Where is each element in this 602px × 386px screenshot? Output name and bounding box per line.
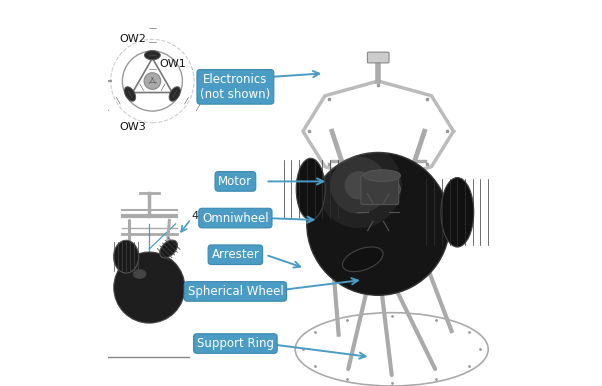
- Text: Spherical Wheel: Spherical Wheel: [187, 285, 284, 298]
- Text: Motor: Motor: [219, 175, 252, 188]
- Circle shape: [330, 157, 388, 214]
- Ellipse shape: [144, 51, 160, 60]
- Ellipse shape: [114, 240, 138, 273]
- Ellipse shape: [441, 178, 474, 247]
- Ellipse shape: [343, 247, 383, 272]
- Text: OW2: OW2: [120, 34, 146, 44]
- Circle shape: [144, 73, 161, 90]
- Circle shape: [114, 252, 185, 323]
- Text: Electronics
(not shown): Electronics (not shown): [200, 73, 270, 101]
- FancyBboxPatch shape: [367, 52, 389, 63]
- Ellipse shape: [364, 178, 400, 200]
- Circle shape: [316, 142, 402, 228]
- Ellipse shape: [125, 87, 135, 101]
- Text: Omniwheel: Omniwheel: [202, 212, 268, 225]
- Text: OW1: OW1: [160, 59, 186, 69]
- Text: Support Ring: Support Ring: [197, 337, 274, 350]
- Circle shape: [344, 171, 373, 200]
- Ellipse shape: [364, 170, 400, 181]
- Ellipse shape: [169, 87, 181, 101]
- FancyBboxPatch shape: [361, 176, 399, 205]
- Ellipse shape: [133, 269, 146, 279]
- Ellipse shape: [160, 240, 178, 258]
- Text: Arrester: Arrester: [211, 248, 259, 261]
- Circle shape: [307, 152, 450, 295]
- Text: 45°: 45°: [191, 211, 211, 221]
- Text: OW3: OW3: [120, 122, 146, 132]
- FancyBboxPatch shape: [88, 78, 95, 85]
- Ellipse shape: [296, 158, 325, 220]
